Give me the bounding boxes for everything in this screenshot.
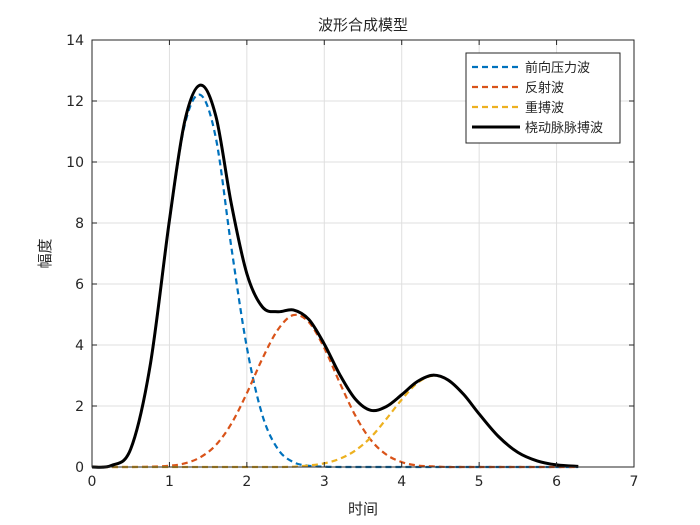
legend-label-dicrotic-wave: 重搏波 [525,100,564,116]
y-axis-label: 幅度 [36,238,54,268]
x-tick-label: 6 [552,474,561,490]
axes-box [91,39,635,468]
x-tick-label: 5 [475,474,484,490]
x-tick-label: 0 [88,474,97,490]
y-tick-label: 14 [66,33,84,49]
legend-label-forward-pressure-wave: 前向压力波 [525,60,590,76]
y-tick-label: 0 [75,460,84,476]
y-tick-label: 10 [66,155,84,171]
x-tick-label: 4 [397,474,406,490]
y-tick-label: 4 [75,338,84,354]
y-tick-label: 8 [75,216,84,232]
y-tick-label: 6 [75,277,84,293]
x-axis-label: 时间 [348,500,378,518]
x-tick-label: 1 [165,474,174,490]
y-tick-label: 12 [66,94,84,110]
x-tick-label: 7 [630,474,639,490]
y-tick-label: 2 [75,399,84,415]
x-tick-label: 2 [242,474,251,490]
legend-label-reflected-wave: 反射波 [525,80,564,96]
x-tick-label: 3 [320,474,329,490]
chart-title: 波形合成模型 [318,16,408,34]
legend-label-radial-pulse-wave: 桡动脉脉搏波 [525,120,603,136]
series-line-radial-pulse-wave [91,83,579,469]
